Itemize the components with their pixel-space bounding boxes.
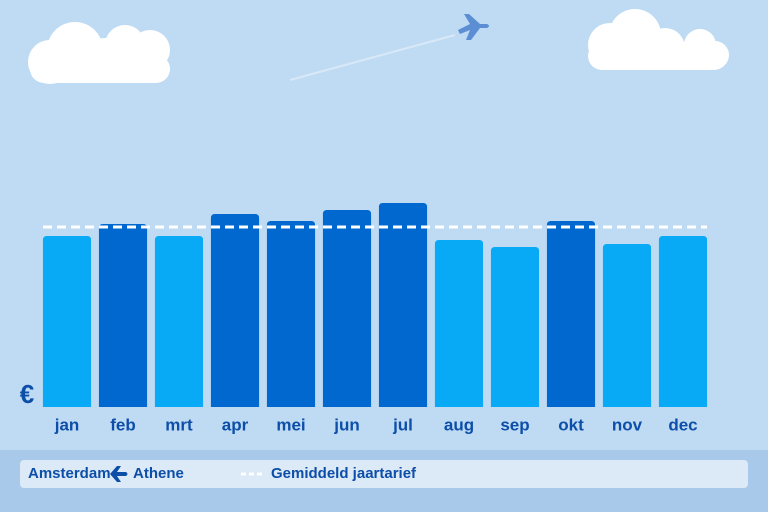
legend [20,460,748,488]
legend-average: Gemiddeld jaartarief [271,465,417,482]
x-tick-label: mei [276,415,305,434]
legend-to: Athene [133,465,184,482]
x-tick-label: sep [500,415,529,434]
x-tick-label: apr [222,415,249,434]
x-tick-label: jul [392,415,413,434]
legend-from: Amsterdam [28,465,111,482]
cloud [28,22,170,84]
legend-plane-icon [110,466,128,482]
x-tick-label: jan [54,415,80,434]
bar [602,244,652,407]
bar [546,221,596,407]
bar [658,236,708,407]
x-tick-label: okt [558,415,584,434]
contrail [289,34,456,81]
bar [154,236,204,407]
x-tick-label: aug [444,415,474,434]
bar [98,224,148,407]
cloud [588,9,729,70]
bar [434,240,484,407]
x-tick-label: mrt [165,415,193,434]
bar [266,221,316,407]
x-tick-label: dec [668,415,697,434]
x-tick-label: jun [333,415,360,434]
airplane [458,14,489,40]
x-tick-label: feb [110,415,136,434]
currency-symbol: € [20,379,34,409]
bar [42,236,92,407]
x-tick-label: nov [612,415,643,434]
bar [322,210,372,407]
bar [210,214,260,407]
bar [378,203,428,407]
bar [490,247,540,407]
